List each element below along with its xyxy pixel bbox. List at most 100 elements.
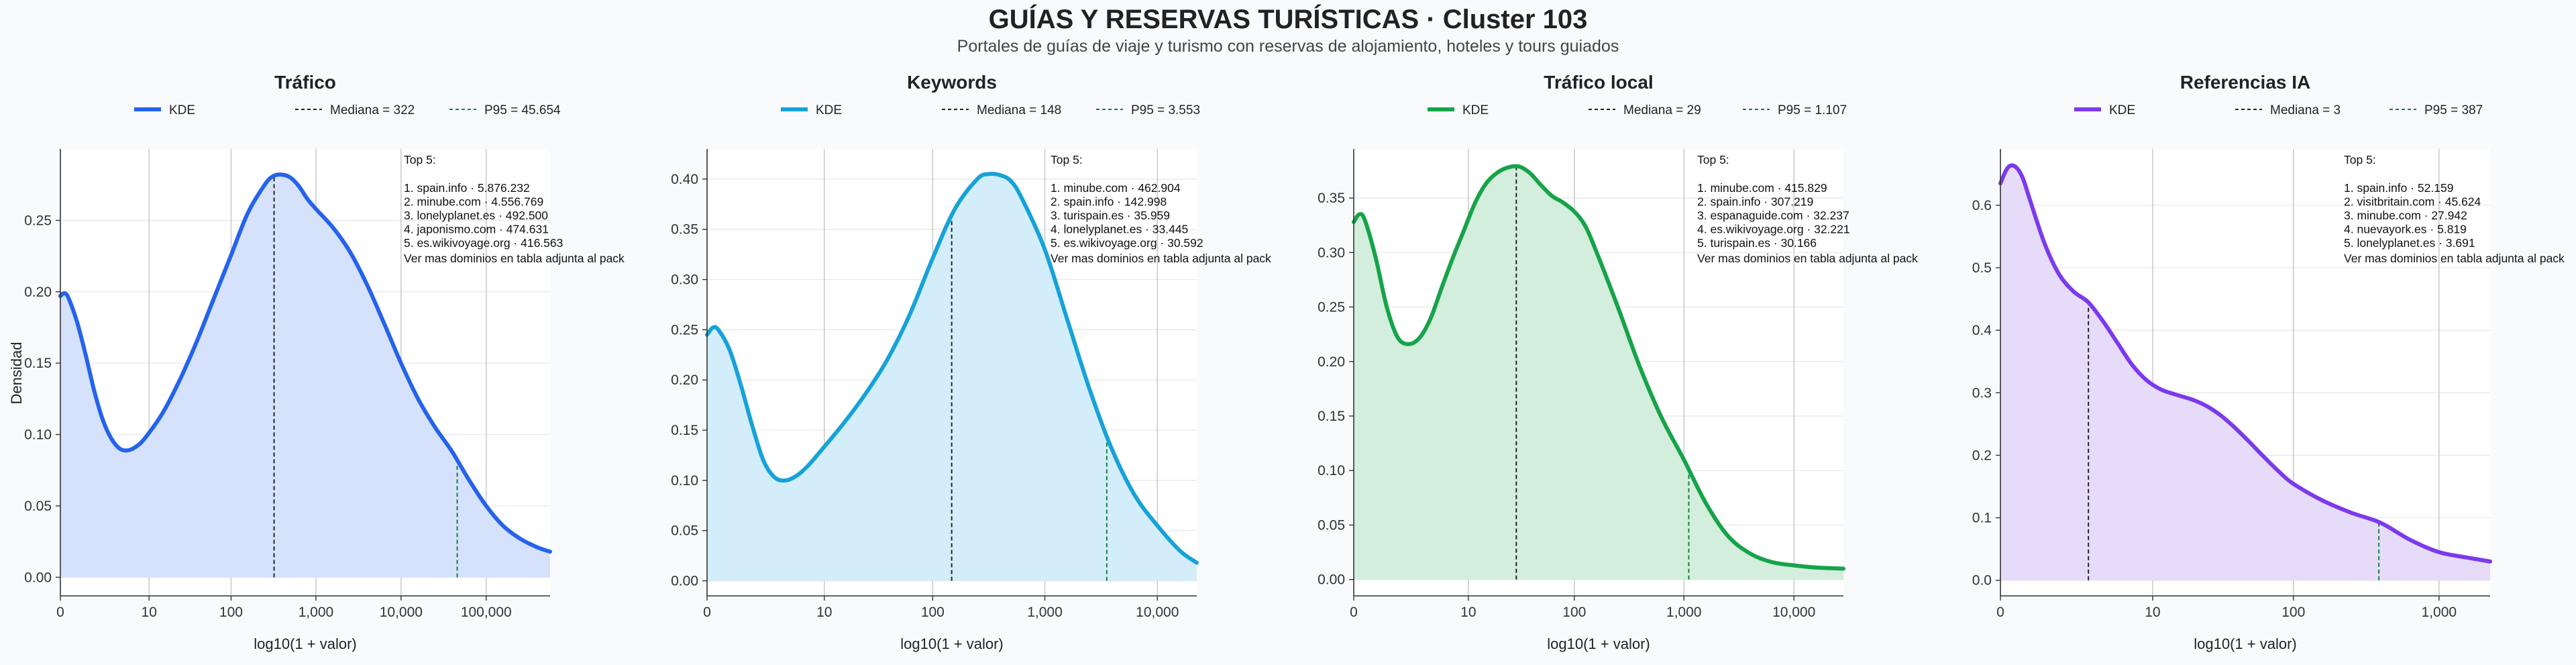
y-tick-label: 0.05 (24, 499, 52, 514)
x-tick-label: 0 (703, 605, 711, 620)
panel-2: Keywords KDE Mediana = 148 P95 = 3.553 0.00 0… (671, 72, 1271, 652)
kde-area (2000, 165, 2490, 580)
x-axis-label: log10(1 + valor) (900, 635, 1003, 652)
y-tick-label: 0.1 (1972, 511, 1992, 526)
top5-item: 4. es.wikivoyage.org · 32.221 (1697, 223, 1850, 236)
legend-kde-label: KDE (2109, 103, 2135, 117)
legend-p95-label: P95 = 3.553 (1131, 103, 1200, 117)
legend-kde-label: KDE (169, 103, 195, 117)
y-tick-label: 0.05 (1318, 517, 1345, 533)
top5-item: 1. minube.com · 415.829 (1697, 181, 1827, 195)
y-tick-label: 0.00 (24, 570, 52, 585)
x-tick-label: 100 (2282, 605, 2305, 620)
kde-area (1354, 166, 1843, 580)
legend: KDE Mediana = 29 P95 = 1.107 (1428, 103, 1847, 117)
x-tick-label: 100 (921, 605, 945, 620)
kde-line (1998, 163, 2492, 564)
panel-title: Tráfico (274, 72, 336, 93)
top5-footer: Ver mas dominios en tabla adjunta al pac… (1051, 252, 1271, 265)
top5-item: 1. minube.com · 462.904 (1051, 181, 1181, 195)
y-tick-label: 0.25 (671, 322, 698, 338)
kde-line (705, 171, 1199, 565)
x-tick-label: 100 (219, 605, 243, 620)
panel-title: Keywords (907, 72, 997, 93)
y-tick-label: 0.10 (24, 427, 52, 443)
x-tick-label: 1,000 (1027, 605, 1063, 620)
y-tick-label: 0.00 (1318, 572, 1345, 588)
legend-p95-label: P95 = 45.654 (484, 103, 561, 117)
top5-item: 2. minube.com · 4.556.769 (404, 195, 543, 209)
x-tick-label: 10 (816, 605, 832, 620)
x-tick-label: 10,000 (380, 605, 423, 620)
x-tick-label: 1,000 (299, 605, 334, 620)
legend-median-label: Mediana = 29 (1623, 103, 1701, 117)
x-tick-label: 10 (2145, 605, 2160, 620)
top5-item: 3. turispain.es · 35.959 (1051, 209, 1170, 222)
y-tick-label: 0.40 (671, 172, 698, 187)
y-tick-label: 0.15 (1318, 409, 1345, 424)
y-tick-label: 0.10 (1318, 463, 1345, 478)
legend-p95-label: P95 = 1.107 (1778, 103, 1847, 117)
top5-header: Top 5: (1051, 153, 1083, 166)
x-axis-label: log10(1 + valor) (2194, 635, 2296, 652)
y-tick-label: 0.00 (671, 574, 698, 589)
top5-footer: Ver mas dominios en tabla adjunta al pac… (404, 252, 625, 265)
top5-item: 3. lonelyplanet.es · 492.500 (404, 209, 548, 222)
panel-3: Tráfico local KDE Mediana = 29 P95 = 1.107 0… (1318, 72, 1918, 652)
legend-p95-label: P95 = 387 (2424, 103, 2483, 117)
y-tick-label: 0.3 (1972, 385, 1992, 401)
top5-footer: Ver mas dominios en tabla adjunta al pac… (1697, 252, 1918, 265)
y-tick-label: 0.4 (1972, 323, 1992, 338)
x-tick-label: 1,000 (2422, 605, 2457, 620)
y-tick-label: 0.05 (671, 523, 698, 539)
x-tick-label: 0 (1350, 605, 1358, 620)
x-axis-label: log10(1 + valor) (254, 635, 356, 652)
legend: KDE Mediana = 322 P95 = 45.654 (134, 103, 561, 117)
top5-item: 3. minube.com · 27.942 (2344, 209, 2467, 222)
top5-item: 2. visitbritain.com · 45.624 (2344, 195, 2481, 209)
x-tick-label: 10,000 (1136, 605, 1179, 620)
y-tick-label: 0.2 (1972, 448, 1992, 463)
top5-header: Top 5: (1697, 153, 1729, 166)
figure-title: GUÍAS Y RESERVAS TURÍSTICAS · Cluster 10… (989, 4, 1588, 34)
legend: KDE Mediana = 148 P95 = 3.553 (781, 103, 1200, 117)
top5-item: 2. spain.info · 142.998 (1051, 195, 1167, 209)
y-tick-label: 0.10 (671, 473, 698, 489)
top5-item: 1. spain.info · 5.876.232 (404, 181, 530, 195)
top5-item: 1. spain.info · 52.159 (2344, 181, 2453, 195)
y-tick-label: 0.35 (1318, 191, 1345, 206)
legend-kde-label: KDE (816, 103, 842, 117)
y-tick-label: 0.5 (1972, 260, 1992, 276)
y-tick-label: 0.6 (1972, 198, 1992, 213)
x-tick-label: 100 (1562, 605, 1586, 620)
legend-median-label: Mediana = 148 (977, 103, 1061, 117)
panel-title: Tráfico local (1544, 72, 1653, 93)
y-tick-label: 0.25 (24, 213, 52, 228)
y-axis-label: Densidad (8, 342, 25, 405)
top5-item: 4. nuevayork.es · 5.819 (2344, 223, 2467, 236)
y-tick-label: 0.20 (1318, 354, 1345, 370)
top5-item: 4. lonelyplanet.es · 33.445 (1051, 223, 1188, 236)
y-tick-label: 0.30 (1318, 245, 1345, 260)
top5-header: Top 5: (2344, 153, 2376, 166)
top5-item: 5. es.wikivoyage.org · 30.592 (1051, 236, 1203, 250)
top5-footer: Ver mas dominios en tabla adjunta al pac… (2344, 252, 2565, 265)
y-tick-label: 0.20 (24, 285, 52, 300)
legend-median-label: Mediana = 322 (330, 103, 415, 117)
x-tick-label: 100,000 (461, 605, 512, 620)
x-tick-label: 10 (142, 605, 157, 620)
x-tick-label: 0 (56, 605, 64, 620)
top5-item: 2. spain.info · 307.219 (1697, 195, 1813, 209)
legend-median-label: Mediana = 3 (2270, 103, 2341, 117)
top5-item: 3. espanaguide.com · 32.237 (1697, 209, 1849, 222)
kde-area (60, 174, 550, 578)
y-tick-label: 0.15 (671, 423, 698, 438)
kde-line (1352, 164, 1845, 571)
y-tick-label: 0.0 (1972, 573, 1992, 589)
x-tick-label: 1,000 (1666, 605, 1702, 620)
legend: KDE Mediana = 3 P95 = 387 (2074, 103, 2483, 117)
kde-line (58, 172, 552, 554)
x-tick-label: 10,000 (1772, 605, 1815, 620)
y-tick-label: 0.35 (671, 222, 698, 238)
